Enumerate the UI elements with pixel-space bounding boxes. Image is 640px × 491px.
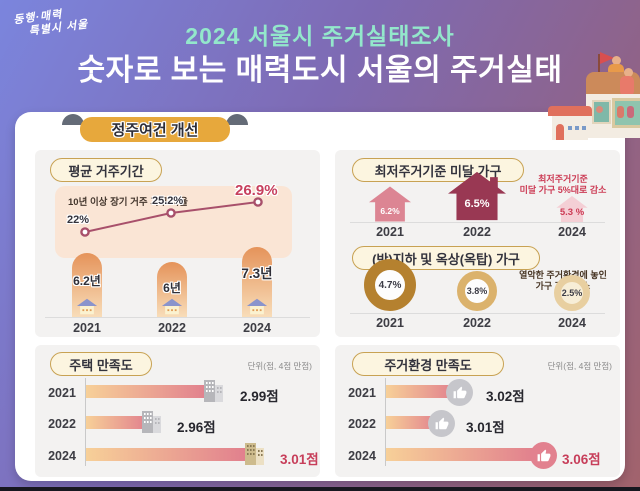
donut-value-2022: 3.8% [466,286,488,296]
substandard-note-line2: 미달 가구 5%대로 감소 [519,185,607,195]
panel-title-text: 최저주거기준 미달 가구 [374,163,502,179]
framed-picture [612,98,640,128]
person-head [612,56,621,65]
panel-environment-satisfaction-title: 주거환경 만족도 [352,352,504,376]
panel-title-text: 주택 만족도 [69,357,133,373]
small-house-window2 [575,126,579,130]
arch-baseline [45,317,310,318]
bottom-edge [0,487,640,491]
donut-value-2021: 4.7% [378,279,402,291]
thumb-icon-2021 [446,379,473,406]
thumb-icon-2024 [530,442,557,469]
environment-year-2021: 2021 [348,386,376,400]
small-house-window1 [568,126,572,130]
substandard-year-2021: 2021 [376,225,404,239]
window-person [596,106,603,113]
environment-year-2024: 2024 [348,449,376,463]
basement-baseline [350,313,605,314]
housing-bar-2024 [86,448,255,461]
arch-value-2024: 7.3년 [241,266,273,281]
section-badge-label: 정주여건 개선 [111,122,199,139]
house-icon-2021 [76,298,98,315]
environment-year-2022: 2022 [348,417,376,431]
substandard-year-2024: 2024 [558,225,586,239]
substandard-house-2024 [556,196,588,222]
basement-note-line1: 열악한 주거환경에 놓인 [519,270,607,280]
arch-value-2022: 6년 [163,281,181,295]
housing-value-2024: 3.01점 [280,452,319,467]
substandard-value-2022: 6.5% [464,198,490,210]
basement-year-2024: 2024 [558,316,586,330]
panel-title-text: 평균 거주기간 [68,163,144,179]
building-icon-2021 [204,380,223,402]
environment-axis [385,378,386,466]
panel-substandard-title: 최저주거기준 미달 가구 [352,158,524,182]
housing-value-2021: 2.99점 [240,389,279,404]
line-chart [80,197,263,237]
houses-illustration [540,28,640,148]
person2-body [620,76,634,96]
substandard-baseline [350,222,605,223]
panel-housing-satisfaction-title: 주택 만족도 [50,352,152,376]
panel-title-text: (반)지하 및 옥상(옥탑) 가구 [372,251,520,267]
thumb-icon-2022 [428,410,455,437]
small-house-door [556,124,564,140]
donut-2024: 2.5% [554,275,590,311]
person2-head [624,68,633,77]
page-title: 숫자로 보는 매력도시 서울의 주거실태 [77,54,563,87]
small-house-window3 [582,126,586,130]
small-house-roof [548,106,592,116]
housing-bar-2022 [86,416,152,429]
housing-value-2022: 2.96점 [177,420,216,435]
section-badge: 정주여건 개선 [80,117,230,142]
survey-title: 2024 서울시 주거실태조사 [185,23,455,49]
housing-axis [85,378,86,466]
flag-icon [600,52,614,64]
panel-title-text: 주거환경 만족도 [384,357,472,373]
environment-unit-label: 단위(점, 4점 만점) [547,361,612,371]
basement-year-2021: 2021 [376,316,404,330]
substandard-year-2022: 2022 [463,225,491,239]
environment-bar-2024 [386,448,544,461]
substandard-house-2022 [448,171,506,221]
donut-value-2024: 2.5% [561,288,583,298]
substandard-value-2021: 6.2% [380,206,400,216]
environment-value-2021: 3.02점 [486,389,525,404]
arch-value-2021: 6.2년 [73,274,101,288]
line-chart-card: 10년 이상 장기 거주 가구 비율 22% 25.2% 26.9% [55,182,292,258]
arch-year-2021: 2021 [73,321,101,335]
ribbon-fold-right [226,114,248,125]
arch-year-2022: 2022 [158,321,186,335]
housing-unit-label: 단위(점, 4점 만점) [247,361,312,371]
ribbon-fold-left [62,114,84,125]
environment-value-2022: 3.01점 [466,420,505,435]
housing-bar-2021 [86,385,214,398]
flag-pole [598,54,600,82]
building-icon-2022 [142,411,161,433]
house-icon-2022 [161,298,183,315]
picture-person2 [627,106,634,118]
panel-average-residence-title: 평균 거주기간 [50,158,162,182]
donut-2021: 4.7% [364,259,416,311]
donut-2022: 3.8% [457,271,497,311]
housing-year-2022: 2022 [48,417,76,431]
substandard-value-2024: 5.3 % [559,207,585,218]
line-point-label-2022: 25.2% [152,195,184,207]
line-point-label-2021: 22% [67,214,90,226]
housing-year-2024: 2024 [48,449,76,463]
housing-year-2021: 2021 [48,386,76,400]
environment-bar-2021 [386,385,460,398]
line-chart-label: 10년 이상 장기 거주 가구 비율 [68,197,188,208]
arch-year-2024: 2024 [243,321,271,335]
environment-value-2024: 3.06점 [562,452,601,467]
building-icon-2024 [245,443,264,465]
substandard-house-2021 [369,186,411,222]
line-point-label-2024: 26.9% [235,182,278,199]
picture-person1 [617,106,624,118]
house-icon-2024 [246,298,268,315]
basement-year-2022: 2022 [463,316,491,330]
substandard-note-line1: 최저주거기준 [538,174,588,184]
